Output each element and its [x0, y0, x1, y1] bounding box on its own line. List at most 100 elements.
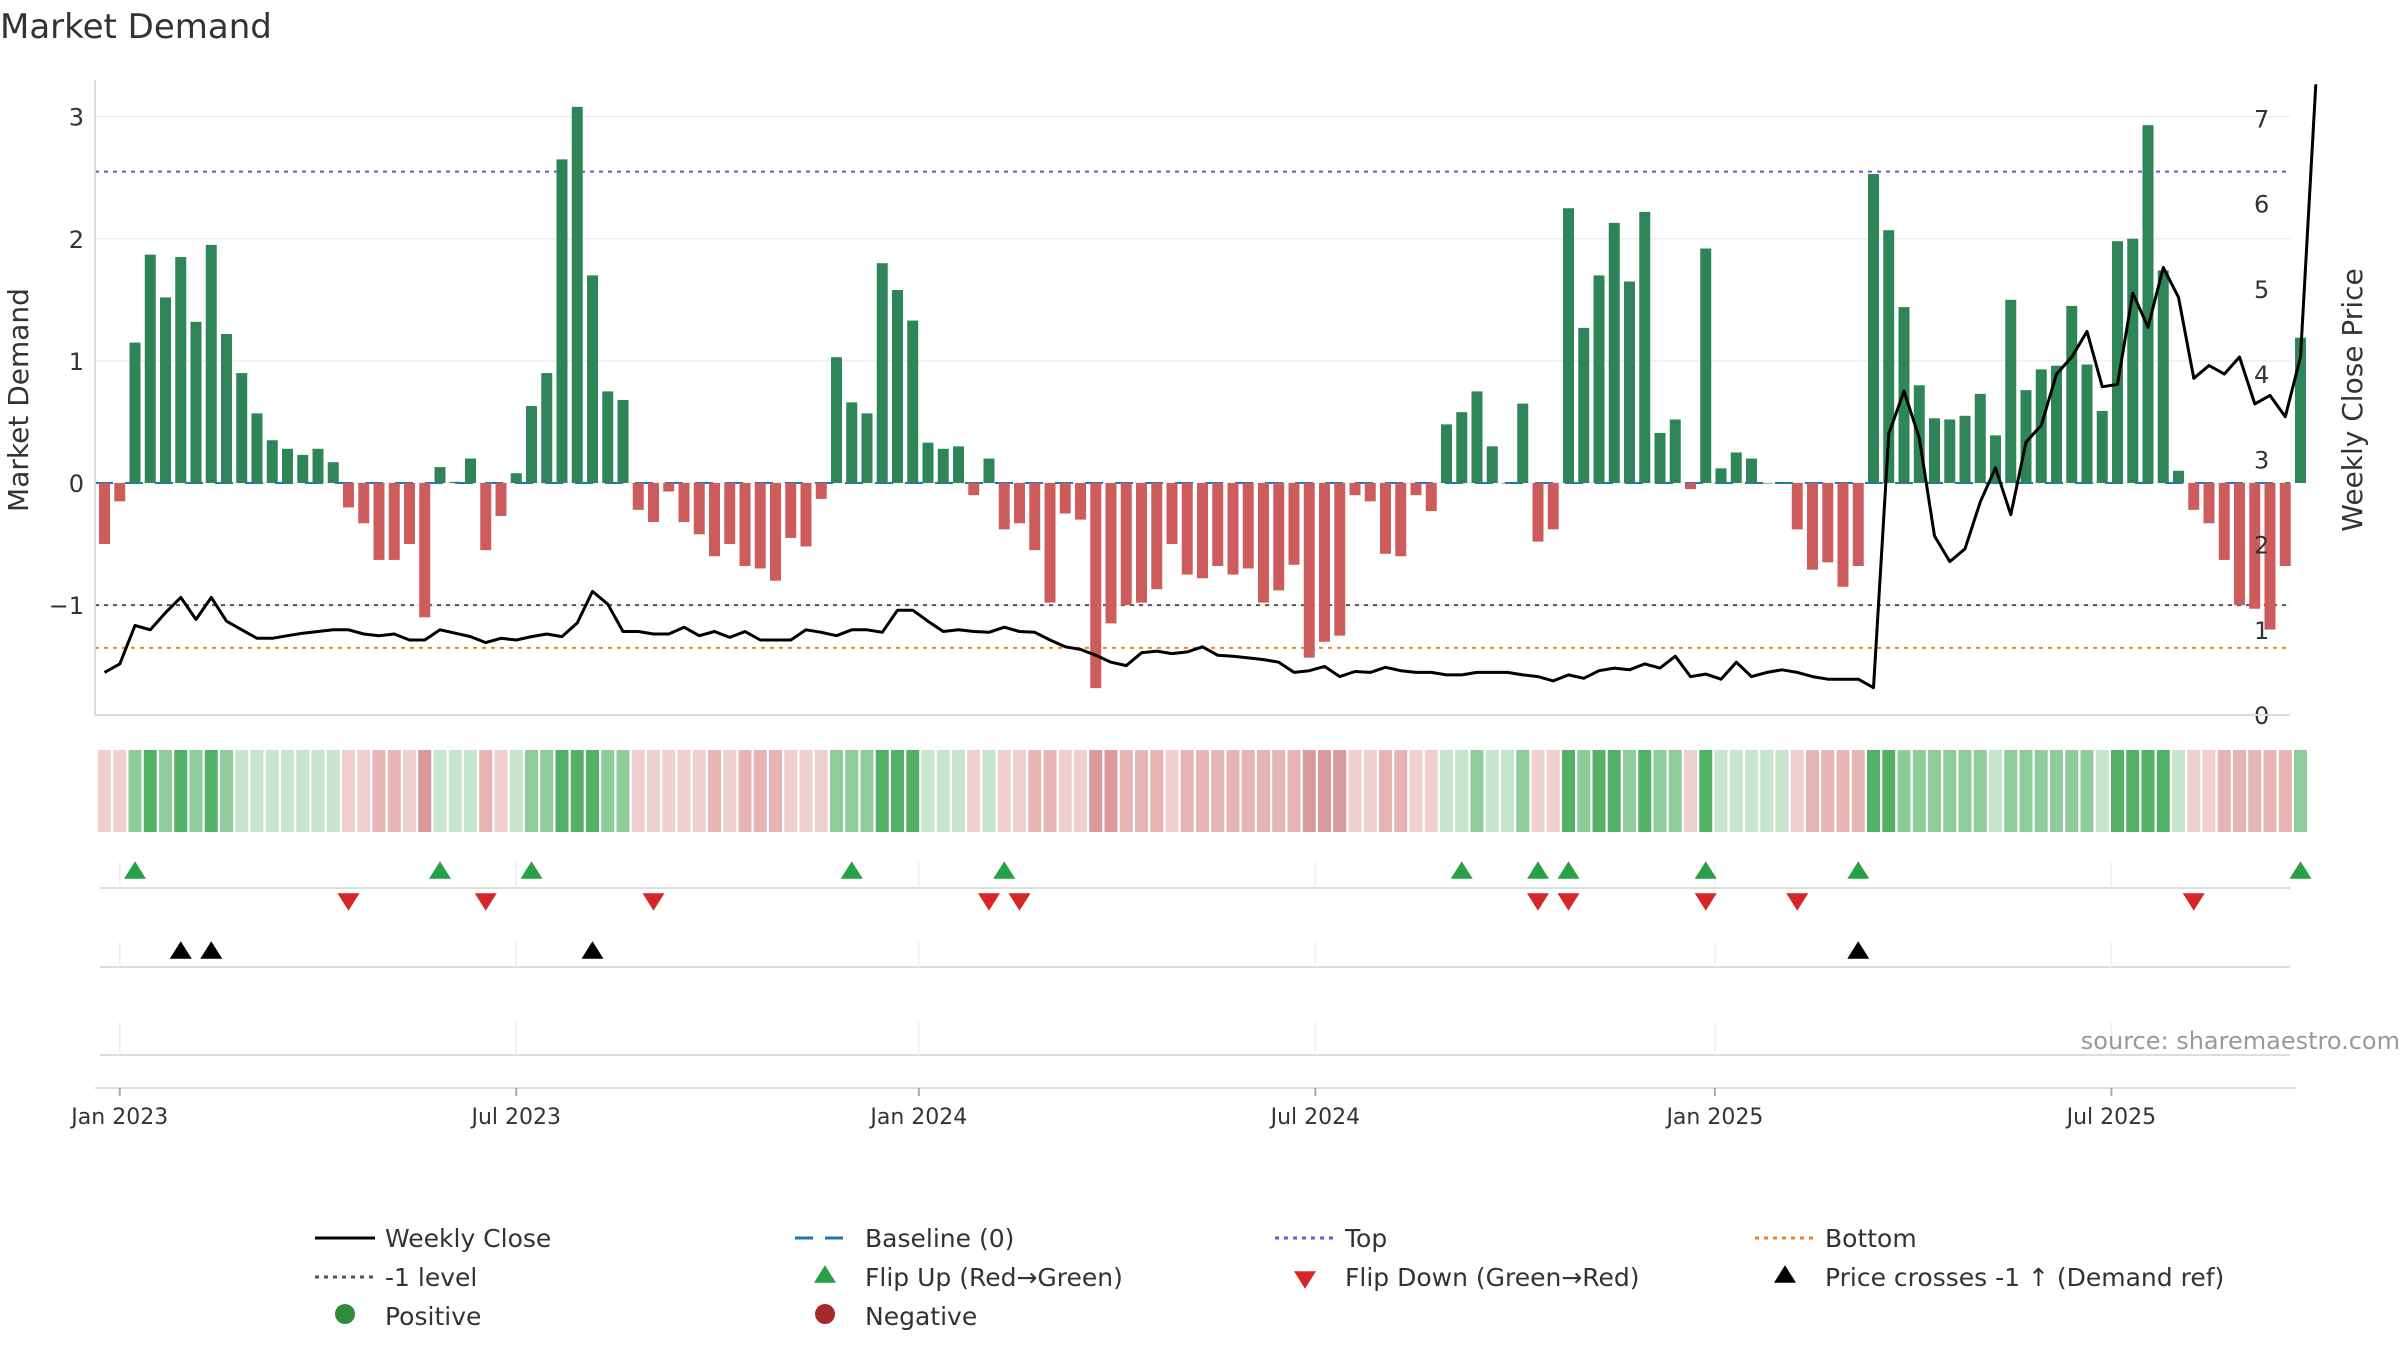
bar-positive	[1486, 446, 1498, 483]
demand-bars	[99, 106, 2306, 689]
bar-positive	[251, 413, 263, 483]
bar-positive	[1746, 458, 1757, 483]
flip-down-marker	[2182, 893, 2205, 911]
heat-cell	[1394, 750, 1408, 832]
legend-item: Top	[1275, 1224, 1387, 1253]
bar-positive	[1929, 418, 1940, 483]
bar-positive	[297, 454, 309, 483]
bar-negative	[1410, 482, 1422, 496]
flip-down-marker	[978, 893, 1000, 911]
price-cross-marker	[1847, 941, 1870, 959]
x-tick-label: Jan 2023	[69, 1105, 168, 1130]
bar-positive	[1761, 482, 1773, 484]
x-tick-label: Jan 2025	[1664, 1105, 1763, 1130]
bar-negative	[1319, 482, 1330, 642]
heat-cell	[1653, 750, 1667, 832]
heat-cell	[891, 750, 904, 832]
y2-tick-label: 2	[2254, 532, 2269, 560]
bar-negative	[2264, 482, 2276, 630]
y-tick-label: 3	[69, 104, 84, 132]
demand-heat-strip	[98, 750, 2307, 832]
heat-cell	[570, 750, 584, 832]
heat-cell	[1241, 750, 1255, 832]
heat-cell	[1119, 750, 1133, 832]
y2-tick-label: 4	[2254, 361, 2269, 389]
bar-positive	[922, 442, 934, 483]
heat-cell	[921, 750, 935, 832]
heat-cell	[830, 750, 843, 832]
bar-negative	[99, 482, 110, 545]
heat-cell	[799, 750, 813, 832]
heat-cell	[1409, 750, 1423, 832]
bar-negative	[770, 482, 781, 581]
heat-cell	[494, 750, 508, 832]
heat-cell	[1836, 750, 1850, 832]
bar-negative	[1227, 482, 1239, 575]
bar-negative	[1334, 482, 1346, 636]
bar-negative	[480, 482, 492, 551]
bar-negative	[2234, 482, 2245, 606]
heat-cell	[342, 750, 355, 832]
bar-positive	[846, 402, 858, 483]
bar-negative	[2279, 482, 2291, 567]
heat-cell	[2156, 750, 2170, 832]
bar-positive	[434, 467, 446, 483]
bar-positive	[266, 440, 278, 483]
heat-cell	[586, 750, 599, 832]
heat-cell	[1943, 750, 1957, 832]
bar-negative	[1807, 482, 1818, 570]
bar-negative	[1303, 482, 1315, 658]
flip-up-marker	[1557, 861, 1580, 879]
y-tick-label: −1	[49, 592, 84, 620]
bar-positive	[449, 481, 461, 483]
bar-negative	[2203, 482, 2215, 524]
bar-negative	[358, 482, 370, 524]
legend: Weekly Close Baseline (0) Top Bottom -1 leve…	[315, 1224, 2224, 1331]
flip-down-marker	[1786, 893, 1809, 911]
bar-positive	[526, 406, 537, 483]
bar-positive	[556, 159, 568, 483]
bar-negative	[404, 482, 415, 545]
bar-positive	[327, 462, 339, 483]
heat-cell	[1318, 750, 1331, 832]
heat-cell	[875, 750, 889, 832]
flip-up-marker	[1450, 861, 1473, 879]
bar-positive	[1883, 230, 1895, 483]
heat-cell	[1272, 750, 1286, 832]
y-axis-label: Market Demand	[2, 288, 35, 512]
bar-negative	[2249, 482, 2261, 609]
bar-positive	[876, 263, 888, 483]
bar-positive	[190, 321, 202, 483]
bar-negative	[1852, 482, 1864, 567]
weekly-close-line	[103, 84, 2318, 690]
legend-item: Weekly Close	[315, 1224, 551, 1253]
heat-cell	[143, 750, 157, 832]
y-tick-label: 1	[69, 348, 84, 376]
bar-negative	[2218, 482, 2230, 560]
flip-down-marker	[1694, 893, 1717, 911]
bar-positive	[144, 254, 156, 483]
bar-positive	[1715, 468, 1727, 483]
y2-axis-label: Weekly Close Price	[2336, 268, 2369, 531]
bar-negative	[678, 482, 690, 523]
heat-cell	[2202, 750, 2216, 832]
legend-label: Top	[1344, 1224, 1387, 1253]
heat-cell	[647, 750, 660, 832]
legend-label: Flip Down (Green→Red)	[1345, 1263, 1640, 1292]
heat-cell	[2278, 750, 2292, 832]
heat-cell	[1363, 750, 1377, 832]
flip-up-marker	[429, 861, 451, 879]
y2-tick-label: 3	[2254, 446, 2269, 474]
heat-cell	[235, 750, 249, 832]
bar-positive	[1730, 452, 1742, 483]
flip-up-marker	[124, 861, 146, 879]
bar-positive	[1974, 393, 1986, 483]
bar-positive	[2005, 299, 2017, 483]
bar-positive	[1563, 208, 1574, 483]
heat-cell	[479, 750, 493, 832]
bar-positive	[510, 473, 522, 483]
heat-cell	[1623, 750, 1636, 832]
bar-negative	[1090, 482, 1102, 689]
bar-positive	[2157, 270, 2169, 483]
